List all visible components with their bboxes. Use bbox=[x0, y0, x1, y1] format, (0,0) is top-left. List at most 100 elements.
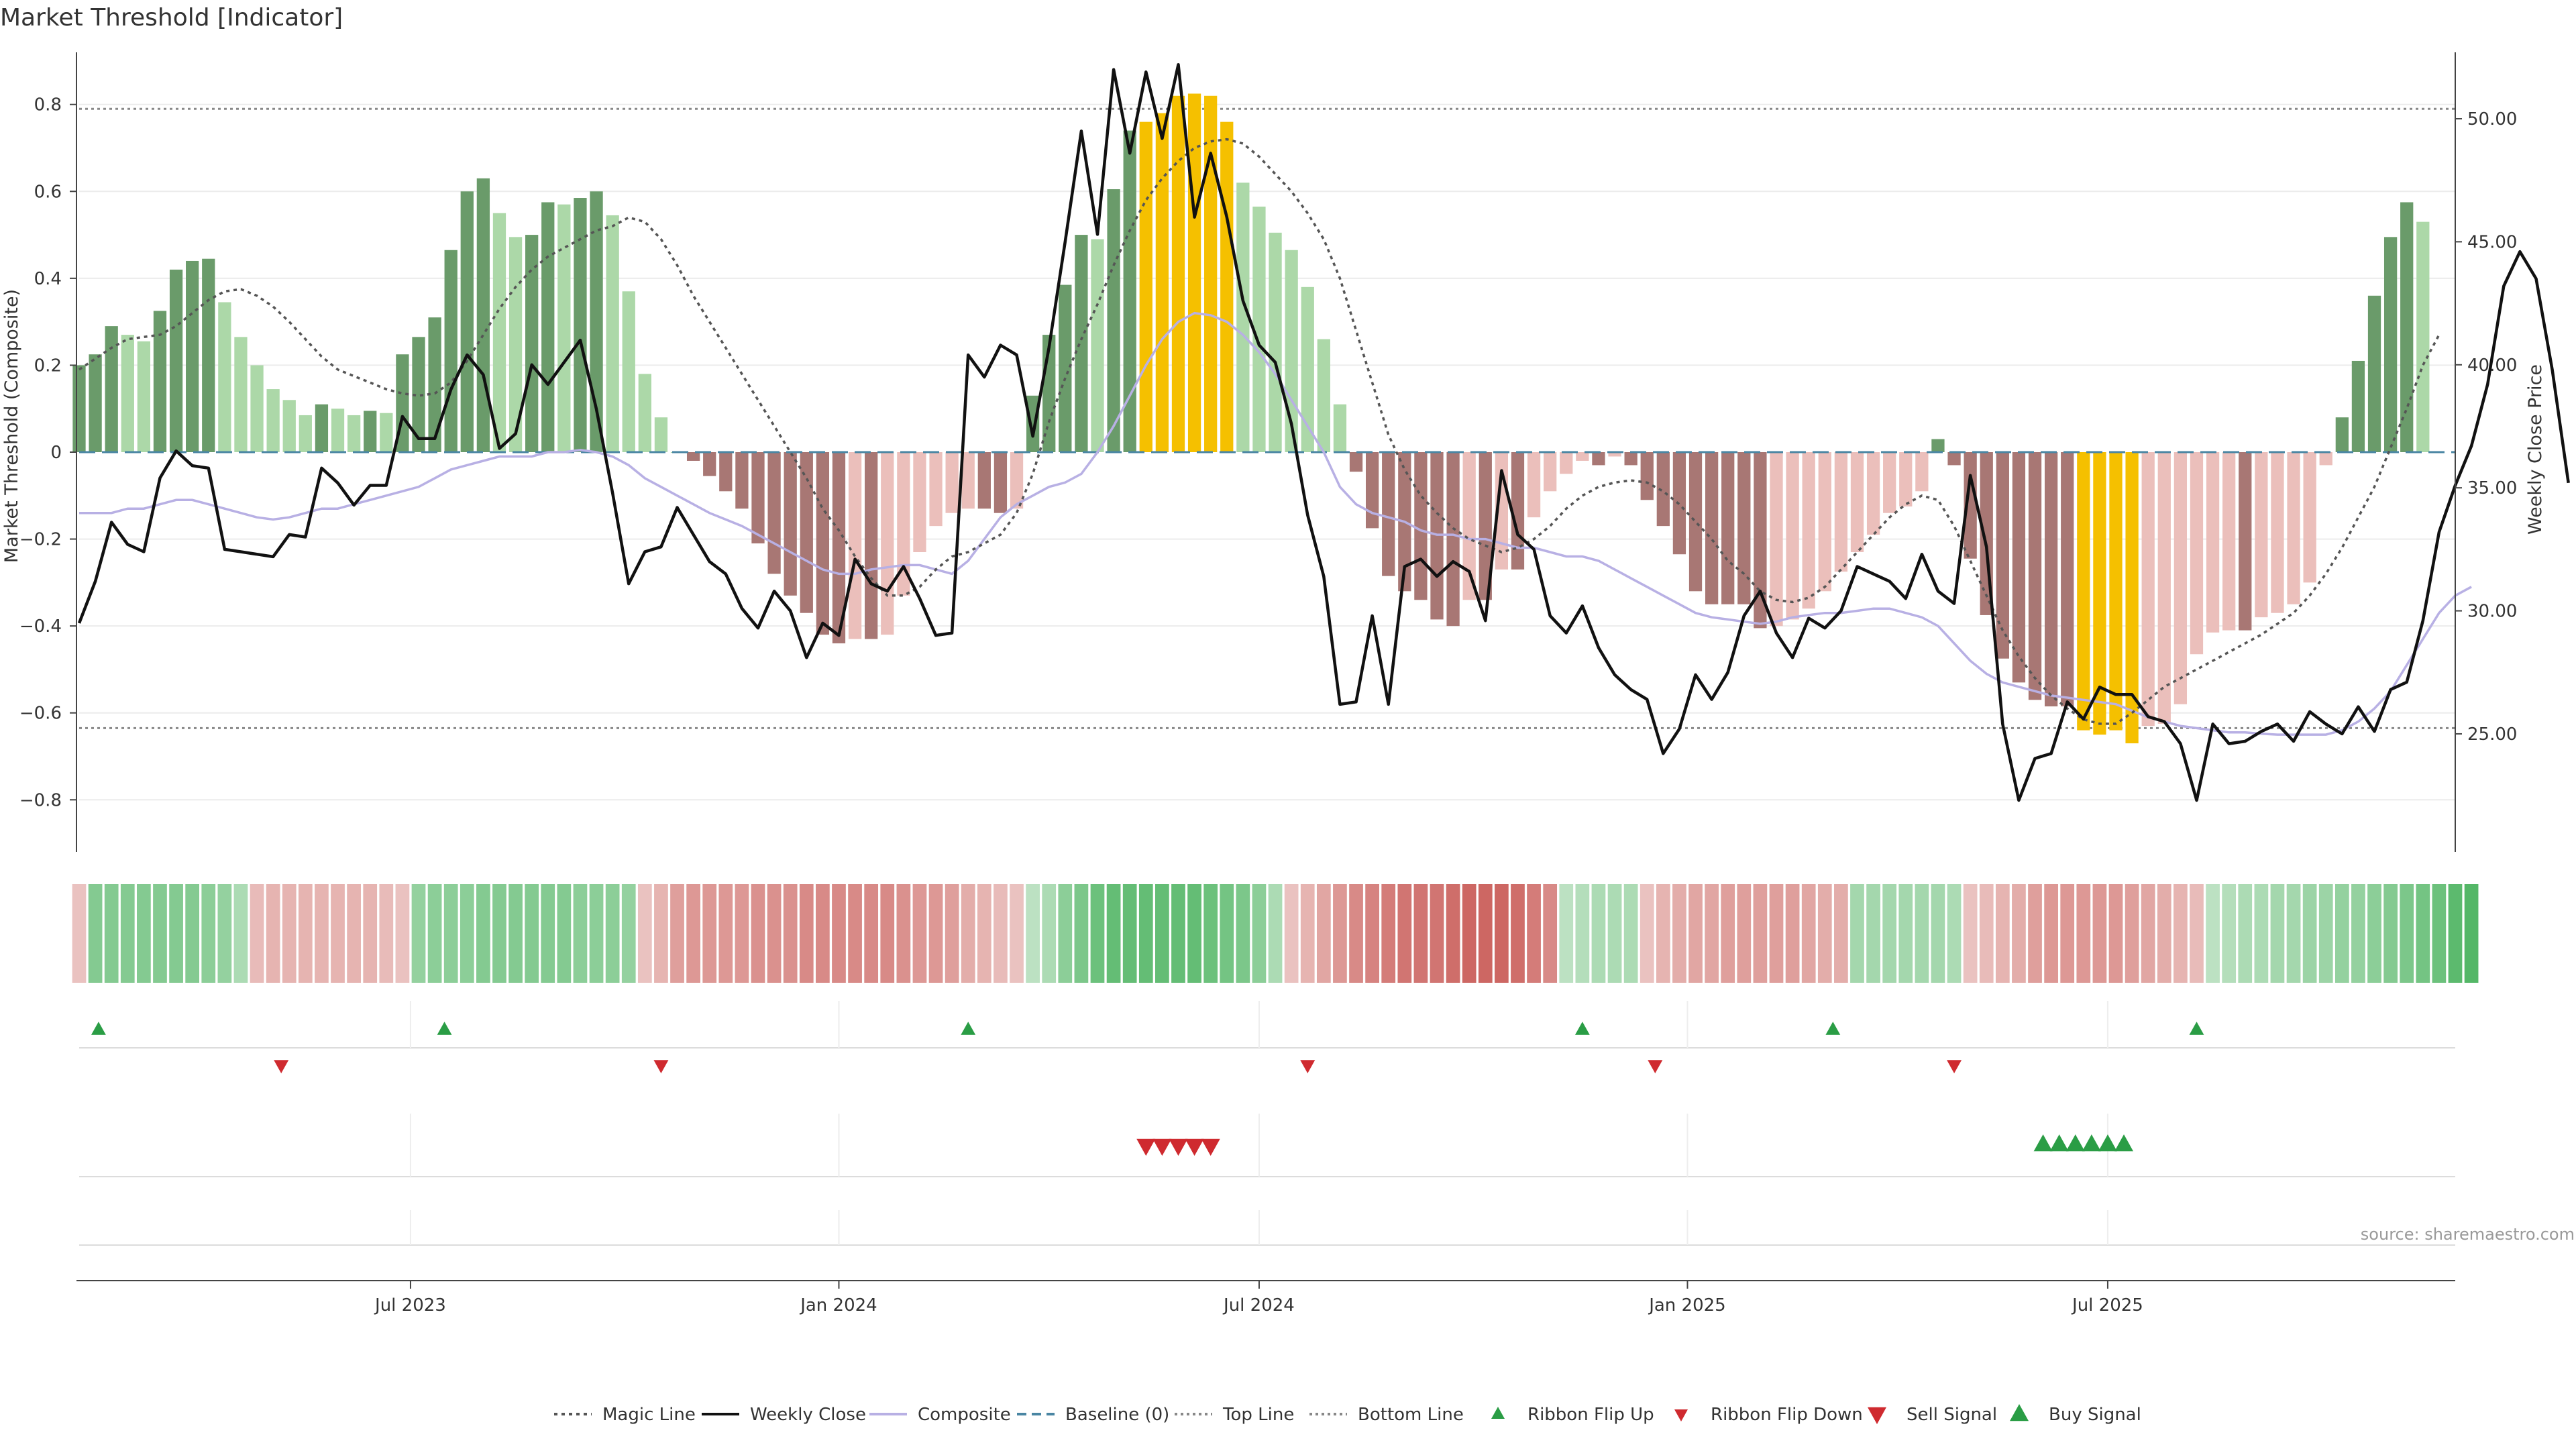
composite-bar bbox=[347, 415, 361, 452]
ribbon-cell bbox=[2416, 884, 2430, 983]
composite-bar bbox=[380, 413, 393, 452]
x-tick-label: Jul 2025 bbox=[2071, 1295, 2143, 1316]
ribbon-cell bbox=[1769, 884, 1784, 983]
ribbon-cell bbox=[2125, 884, 2139, 983]
composite-bar bbox=[1964, 452, 1977, 559]
ribbon-flip-up-marker bbox=[1825, 1022, 1841, 1035]
composite-bar bbox=[977, 452, 991, 509]
signal-panels bbox=[79, 1001, 2455, 1246]
y-tick-label: −0.8 bbox=[19, 790, 62, 810]
ribbon-cell bbox=[201, 884, 216, 983]
legend-label: Top Line bbox=[1222, 1405, 1294, 1425]
ribbon-cell bbox=[751, 884, 765, 983]
ribbon-cell bbox=[686, 884, 700, 983]
ribbon-cell bbox=[347, 884, 361, 983]
legend-item: Buy Signal bbox=[2010, 1404, 2141, 1425]
ribbon-cell bbox=[250, 884, 264, 983]
composite-bar bbox=[2271, 452, 2284, 613]
composite-bar bbox=[848, 452, 862, 639]
composite-bar bbox=[250, 365, 264, 452]
composite-bar bbox=[1010, 452, 1024, 509]
composite-bar bbox=[105, 326, 118, 452]
ribbon-cell bbox=[331, 884, 345, 983]
composite-bar bbox=[2109, 452, 2123, 731]
composite-bar bbox=[574, 198, 587, 452]
composite-bar bbox=[460, 191, 474, 452]
ribbon-cell bbox=[912, 884, 927, 983]
ribbon-cell bbox=[2174, 884, 2188, 983]
ribbon-cell bbox=[1947, 884, 1962, 983]
legend-label: Ribbon Flip Up bbox=[1527, 1405, 1654, 1425]
ribbon-cell bbox=[282, 884, 297, 983]
composite-bar bbox=[1462, 452, 1476, 600]
ribbon-cell bbox=[670, 884, 684, 983]
composite-bar bbox=[1091, 239, 1104, 452]
composite-bar bbox=[2174, 452, 2188, 704]
ribbon-cell bbox=[1381, 884, 1396, 983]
composite-bar bbox=[557, 204, 571, 452]
legend-item: Weekly Close bbox=[702, 1405, 866, 1425]
composite-bar bbox=[1544, 452, 1557, 492]
composite-bar bbox=[89, 354, 102, 452]
y-axis-label: Market Threshold (Composite) bbox=[1, 289, 22, 563]
composite-bar bbox=[1721, 452, 1735, 604]
ribbon-cell bbox=[137, 884, 151, 983]
legend-label: Ribbon Flip Down bbox=[1711, 1405, 1863, 1425]
composite-bar bbox=[638, 374, 651, 452]
ribbon-cell bbox=[2302, 884, 2317, 983]
composite-bar bbox=[1931, 439, 1945, 452]
composite-bar bbox=[929, 452, 943, 527]
ribbon-cell bbox=[2334, 884, 2349, 983]
ribbon-cell bbox=[1785, 884, 1800, 983]
composite-bar bbox=[686, 452, 700, 461]
composite-bar bbox=[1365, 452, 1379, 529]
x-tick-label: Jul 2023 bbox=[374, 1295, 446, 1316]
ribbon-cell bbox=[1672, 884, 1686, 983]
composite-bar bbox=[218, 302, 231, 452]
composite-bar bbox=[961, 452, 975, 509]
magic-line bbox=[78, 138, 2440, 725]
ribbon-cell bbox=[443, 884, 458, 983]
sell-signal-marker bbox=[1152, 1138, 1172, 1156]
composite-bar bbox=[364, 411, 377, 452]
composite-bar bbox=[234, 337, 248, 452]
x-tick-label: Jul 2024 bbox=[1222, 1295, 1295, 1316]
ribbon-cell bbox=[1010, 884, 1024, 983]
composite-bar bbox=[2335, 417, 2349, 452]
ribbon-cell bbox=[120, 884, 135, 983]
composite-bar bbox=[1624, 452, 1638, 466]
ribbon-cell bbox=[2206, 884, 2220, 983]
composite-bar bbox=[266, 389, 280, 452]
ribbon-cell bbox=[621, 884, 636, 983]
ribbon-cell bbox=[654, 884, 668, 983]
composite-bar bbox=[832, 452, 846, 644]
ribbon-cell bbox=[104, 884, 119, 983]
y-tick-label: 0.4 bbox=[34, 269, 62, 289]
composite-bar bbox=[1123, 130, 1136, 452]
ribbon-cell bbox=[1737, 884, 1752, 983]
ribbon-cell bbox=[476, 884, 490, 983]
ribbon-cell bbox=[2157, 884, 2171, 983]
ribbon-cell bbox=[1963, 884, 1978, 983]
ribbon-cell bbox=[1656, 884, 1670, 983]
ribbon-cell bbox=[1413, 884, 1428, 983]
composite-bar bbox=[881, 452, 894, 635]
composite-bar bbox=[2028, 452, 2042, 700]
ribbon-cell bbox=[1801, 884, 1816, 983]
ribbon-flip-down-marker bbox=[274, 1060, 289, 1073]
composite-bar bbox=[1139, 121, 1152, 453]
ribbon-cell bbox=[1026, 884, 1040, 983]
ribbon-cell bbox=[1268, 884, 1283, 983]
ribbon-cell bbox=[185, 884, 200, 983]
composite-bar bbox=[1883, 452, 1896, 513]
legend-swatch bbox=[1674, 1409, 1688, 1421]
composite-bar bbox=[1333, 404, 1347, 452]
legend-label: Composite bbox=[918, 1405, 1011, 1425]
composite-bar bbox=[1285, 250, 1298, 452]
composite-bar bbox=[1915, 452, 1929, 492]
composite-bar bbox=[735, 452, 749, 509]
ribbon-cell bbox=[508, 884, 523, 983]
composite-bar bbox=[1608, 452, 1621, 457]
y-tick-label: −0.4 bbox=[19, 616, 62, 637]
composite-bars bbox=[72, 93, 2430, 744]
